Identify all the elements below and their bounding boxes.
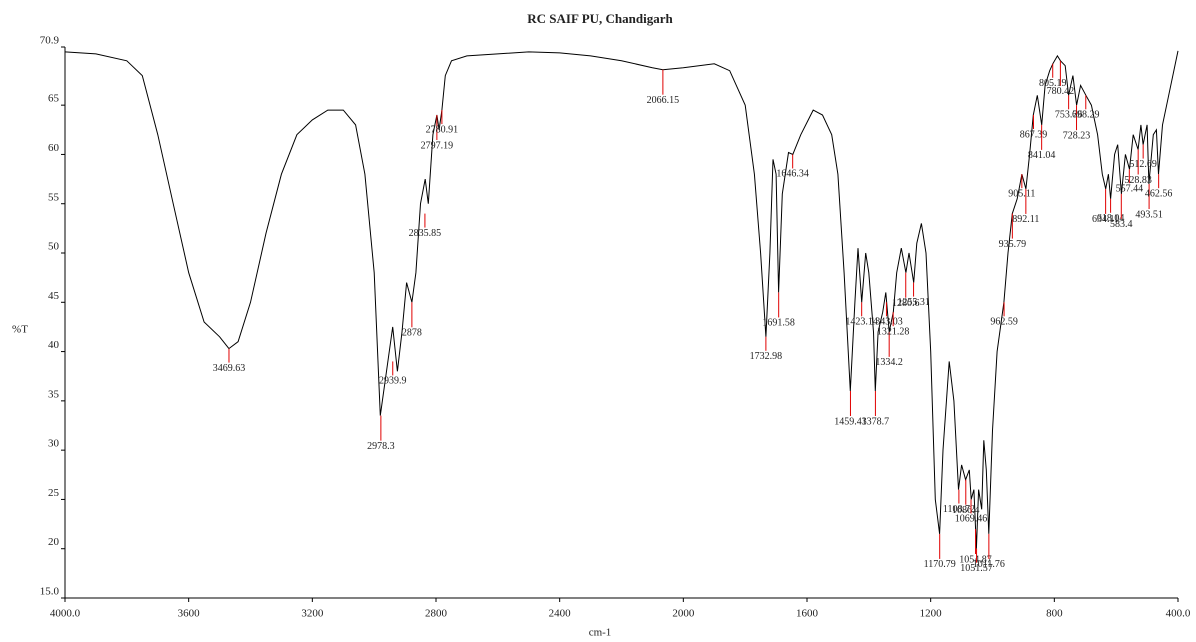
peak-label: 1334.2 [875,357,903,368]
peak-label: 1255.31 [897,297,930,308]
peak-label: 780.42 [1047,86,1075,97]
x-tick-label: 1600 [796,608,819,620]
y-tick-label: 65 [48,93,60,105]
x-tick-label: 1200 [920,608,943,620]
peak-label: 905.11 [1008,188,1035,199]
peak-label: 493.51 [1135,209,1163,220]
peak-label: 1321.28 [877,326,910,337]
y-tick-label: 60 [48,142,60,154]
x-tick-label: 2800 [425,608,448,620]
peak-label: 583.4 [1110,219,1133,230]
peak-label: 557.44 [1116,184,1144,195]
x-tick-label: 800 [1046,608,1063,620]
peak-label: 2978.3 [367,441,395,452]
y-tick-label: 55 [48,191,60,203]
x-tick-label: 3600 [178,608,201,620]
peak-label: 867.39 [1020,129,1048,140]
peak-label: 2780.91 [426,124,459,135]
chart-title: RC SAIF PU, Chandigarh [527,11,673,26]
peak-label: 3469.63 [213,363,246,374]
peak-label: 634.11 [1092,214,1119,225]
peak-label: 1280.6 [892,298,920,309]
peak-label: 935.79 [999,239,1027,250]
peak-label: 892.11 [1012,214,1039,225]
peak-label: 1732.98 [750,351,783,362]
peak-label: 698.29 [1072,110,1100,121]
y-tick-label: 35 [48,388,60,400]
y-tick-label: 40 [48,339,60,351]
peak-label: 2797.19 [421,140,454,151]
peak-label: 728.23 [1063,130,1091,141]
x-tick-label: 400.0 [1166,608,1191,620]
peak-label: 618.04 [1097,213,1125,224]
peak-label: 1691.58 [762,318,795,329]
peak-label: 1086.4 [952,505,980,516]
peak-label: 1378.7 [862,416,890,427]
peak-label: 1170.79 [924,559,956,570]
peak-label: 1459.43 [834,416,867,427]
peak-label: 1051.57 [960,563,993,574]
spectrum-line [64,50,1179,549]
peak-label: 2878 [402,328,422,339]
x-tick-label: 3200 [301,608,324,620]
peak-label: 462.56 [1145,188,1173,199]
peak-label: 512.69 [1129,159,1157,170]
peak-label: 2066.15 [647,95,680,106]
x-tick-label: 2000 [672,608,695,620]
peak-label: 1108.72 [943,504,975,515]
x-tick-label: 4000.0 [50,608,81,620]
y-tick-label: 50 [48,241,60,253]
y-tick-label: 70.9 [40,35,60,47]
peak-label: 962.59 [990,317,1018,328]
peak-label: 528.83 [1124,175,1152,186]
peak-label: 1343.03 [870,317,903,328]
peak-label: 841.04 [1028,150,1056,161]
y-axis-label: %T [12,324,28,336]
y-tick-label: 20 [48,536,60,548]
peak-label: 1011.76 [973,559,1005,570]
x-axis-label: cm-1 [589,627,612,639]
peak-label: 1054.87 [959,554,992,565]
y-tick-label: 15.0 [40,586,60,598]
peak-label: 1646.34 [776,169,809,180]
y-tick-label: 45 [48,290,60,302]
peak-label: 753.76 [1055,110,1083,121]
x-tick-label: 2400 [549,608,572,620]
peak-label: 805.19 [1039,78,1067,89]
peak-label: 1423.14 [845,317,878,328]
peak-label: 2835.85 [409,228,442,239]
y-tick-label: 25 [48,487,60,499]
y-tick-label: 30 [48,438,60,450]
peak-label: 1069.46 [955,514,988,525]
peak-label: 2939.9 [379,376,407,387]
